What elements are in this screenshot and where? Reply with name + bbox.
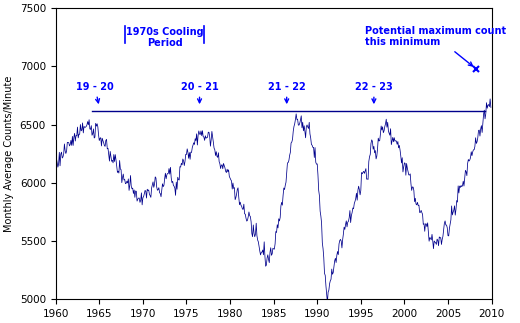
Text: 21 - 22: 21 - 22 <box>268 82 306 103</box>
Text: 22 - 23: 22 - 23 <box>355 82 393 103</box>
Text: 19 - 20: 19 - 20 <box>76 82 114 103</box>
Text: 1970s Cooling
Period: 1970s Cooling Period <box>126 27 203 48</box>
Y-axis label: Monthly Average Counts/Minute: Monthly Average Counts/Minute <box>4 76 14 232</box>
Text: 20 - 21: 20 - 21 <box>180 82 218 103</box>
Text: Potential maximum count
this minimum: Potential maximum count this minimum <box>365 26 506 66</box>
